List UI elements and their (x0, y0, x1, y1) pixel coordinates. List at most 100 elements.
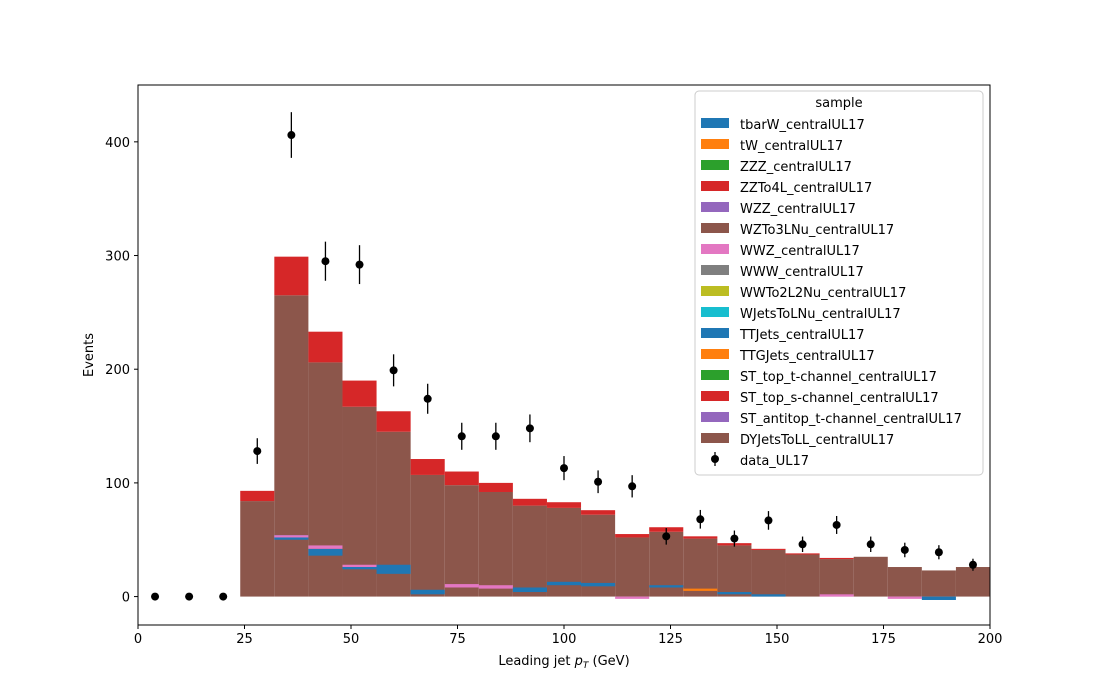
legend: sample tbarW_centralUL17 tW_centralUL17 ZZ… (694, 90, 984, 476)
y-tick-label: 0 (122, 591, 130, 606)
bar-segment (615, 537, 650, 597)
bar-segment (853, 556, 888, 597)
data-point (730, 534, 739, 543)
data-point (423, 394, 432, 403)
legend-label: WWZ_centralUL17 (740, 244, 860, 259)
bar-segment (478, 482, 513, 492)
legend-swatch (701, 223, 729, 233)
y-tick-label: 100 (105, 477, 130, 492)
data-point (798, 540, 807, 549)
bar-segment (240, 501, 275, 597)
data-point (457, 432, 466, 441)
minor-process-bands (274, 535, 956, 600)
bar-segment (240, 490, 275, 502)
bar-segment (478, 491, 513, 597)
legend-swatch (701, 118, 729, 128)
legend-label: WJetsToLNu_centralUL17 (740, 307, 901, 322)
minor-band (819, 594, 854, 597)
bar-segment (444, 485, 479, 597)
legend-label: ST_top_t-channel_centralUL17 (740, 370, 937, 385)
data-point (525, 424, 534, 433)
x-tick-label: 25 (236, 632, 253, 647)
data-point (764, 516, 773, 525)
x-tick-label: 75 (449, 632, 466, 647)
legend-label: WWTo2L2Nu_centralUL17 (740, 286, 906, 301)
minor-band (615, 596, 650, 599)
data-point (934, 548, 943, 557)
bar-segment (342, 380, 377, 407)
minor-band (308, 545, 343, 549)
legend-label: TTJets_centralUL17 (739, 328, 865, 343)
minor-band (342, 564, 377, 568)
data-point (662, 532, 671, 541)
legend-swatch (701, 265, 729, 275)
data-point (594, 477, 603, 486)
bar-segment (683, 536, 718, 539)
axis-ticks: 0 25 50 75 100 125 150 175 200 0 100 200 300 400 (105, 136, 1002, 647)
y-tick-label: 200 (105, 363, 130, 378)
data-point (151, 592, 160, 601)
legend-swatch (701, 139, 729, 149)
minor-band (751, 594, 786, 597)
bar-segment (819, 559, 854, 597)
minor-band (274, 535, 309, 538)
bar-segment (512, 498, 547, 506)
legend-swatch (701, 328, 729, 338)
legend-label: WWW_centralUL17 (740, 265, 864, 280)
x-tick-label: 200 (978, 632, 1003, 647)
data-point (832, 520, 841, 529)
bar-segment (512, 505, 547, 597)
x-tick-label: 100 (552, 632, 577, 647)
legend-swatch (701, 181, 729, 191)
legend-swatch (701, 412, 729, 422)
legend-label: tW_centralUL17 (740, 139, 843, 154)
minor-band (581, 582, 616, 587)
legend-label: ZZTo4L_centralUL17 (740, 181, 872, 196)
bar-segment (751, 548, 786, 550)
minor-band (921, 596, 956, 600)
minor-band (649, 585, 684, 588)
legend-box (694, 90, 984, 476)
data-point (491, 432, 500, 441)
legend-label: WZTo3LNu_centralUL17 (740, 223, 894, 238)
bar-segment (410, 474, 445, 597)
bar-segment (751, 549, 786, 597)
legend-marker (711, 455, 719, 463)
legend-swatch (701, 202, 729, 212)
bar-segment (546, 502, 582, 508)
bar-segment (717, 545, 752, 597)
bar-segment (444, 471, 479, 486)
legend-label: ZZZ_centralUL17 (740, 160, 852, 175)
y-axis-label: Events (82, 333, 97, 377)
y-tick-label: 400 (105, 136, 130, 151)
bar-segment (921, 570, 956, 597)
bar-segment (376, 411, 411, 432)
data-point (560, 464, 568, 473)
legend-label: tbarW_centralUL17 (740, 118, 865, 133)
legend-label: WZZ_centralUL17 (740, 202, 856, 217)
minor-band (478, 585, 513, 589)
minor-band (887, 596, 922, 599)
bar-segment (308, 331, 343, 363)
bar-segment (274, 256, 309, 296)
legend-title: sample (815, 96, 862, 111)
data-point (866, 540, 875, 549)
legend-swatch (701, 160, 729, 170)
x-tick-label: 0 (134, 632, 142, 647)
minor-band (512, 587, 547, 593)
bar-segment (683, 538, 718, 597)
legend-label: TTGJets_centralUL17 (739, 349, 875, 364)
minor-band (308, 548, 343, 556)
bar-segment (785, 554, 820, 597)
x-tick-label: 175 (871, 632, 896, 647)
data-points (151, 112, 977, 601)
data-point (321, 257, 330, 266)
bar-segment (581, 510, 616, 515)
legend-label: DYJetsToLL_centralUL17 (740, 433, 894, 448)
data-point (696, 515, 705, 524)
minor-band (376, 564, 411, 574)
minor-band (342, 565, 377, 570)
legend-label: ST_top_s-channel_centralUL17 (740, 391, 939, 406)
minor-band (717, 592, 752, 595)
